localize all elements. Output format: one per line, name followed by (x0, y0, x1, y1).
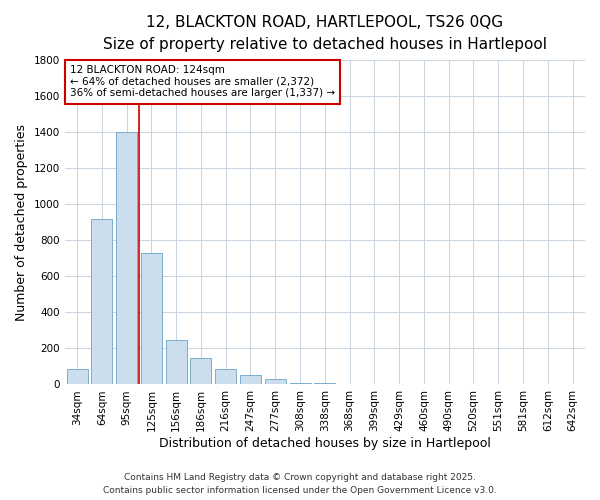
Bar (67, 369, 88, 384)
Bar (215, 369, 236, 384)
X-axis label: Distribution of detached houses by size in Hartlepool: Distribution of detached houses by size … (159, 437, 491, 450)
Y-axis label: Number of detached properties: Number of detached properties (15, 124, 28, 321)
Text: Contains HM Land Registry data © Crown copyright and database right 2025.
Contai: Contains HM Land Registry data © Crown c… (103, 474, 497, 495)
Text: 12 BLACKTON ROAD: 124sqm
← 64% of detached houses are smaller (2,372)
36% of sem: 12 BLACKTON ROAD: 124sqm ← 64% of detach… (70, 65, 335, 98)
Title: 12, BLACKTON ROAD, HARTLEPOOL, TS26 0QG
Size of property relative to detached ho: 12, BLACKTON ROAD, HARTLEPOOL, TS26 0QG … (103, 15, 547, 52)
Bar (141, 253, 162, 384)
Bar (91, 219, 112, 384)
Bar (190, 358, 211, 384)
Bar (166, 340, 187, 384)
Bar (116, 132, 137, 384)
Bar (290, 382, 311, 384)
Bar (314, 383, 335, 384)
Bar (265, 379, 286, 384)
Bar (240, 376, 261, 384)
